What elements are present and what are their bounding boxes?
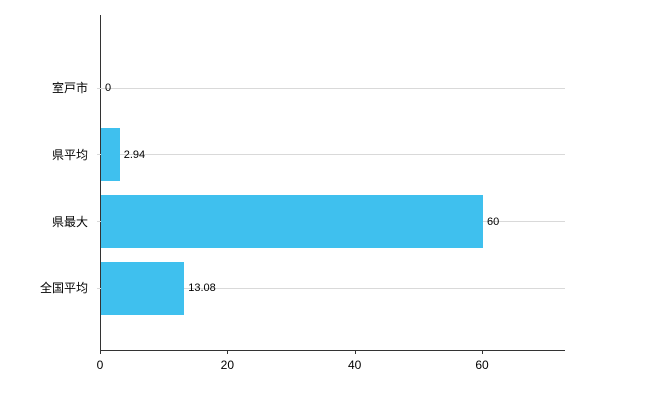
bar (101, 195, 483, 248)
x-axis-line (100, 350, 565, 351)
category-label: 県平均 (51, 147, 88, 162)
category-gridline (97, 287, 565, 289)
x-tick-label: 60 (475, 358, 489, 372)
value-label: 60 (487, 215, 500, 228)
x-tick-label: 0 (96, 358, 104, 372)
category-gridline (97, 87, 565, 89)
x-axis-tick (354, 350, 356, 354)
value-label: 2.94 (123, 148, 146, 161)
x-axis-tick (482, 350, 483, 354)
category-gridline (97, 154, 565, 156)
value-label: 0 (105, 82, 112, 94)
bar (101, 261, 185, 315)
y-axis-line (100, 15, 101, 350)
value-label: 13.08 (188, 282, 216, 295)
x-axis-tick (227, 350, 229, 354)
category-label: 室戸市 (51, 81, 88, 95)
x-tick-label: 20 (220, 358, 234, 372)
category-label: 県最大 (51, 214, 88, 229)
x-axis-tick (100, 350, 101, 354)
x-tick-label: 40 (347, 358, 362, 372)
category-label: 全国平均 (39, 281, 88, 296)
bar (101, 128, 120, 182)
